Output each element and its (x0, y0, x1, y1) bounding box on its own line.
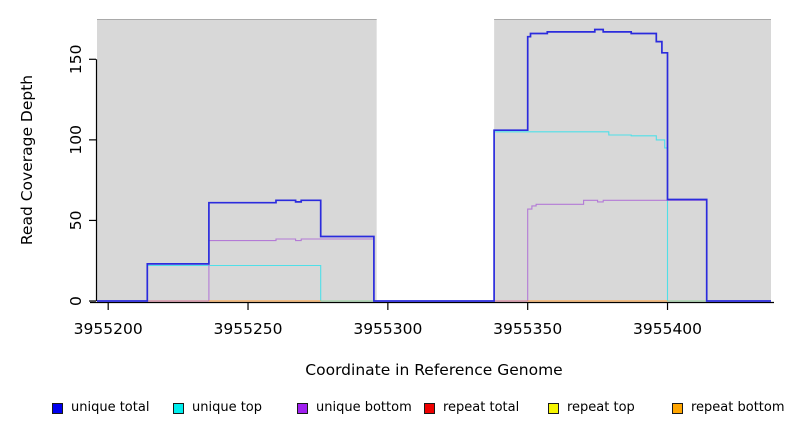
legend-label: repeat bottom (691, 400, 785, 415)
legend-item-unique-top: unique top (173, 400, 262, 416)
shaded-region-right-repeat-block (494, 19, 771, 301)
y-tick-label: 150 (67, 44, 85, 74)
legend-item-unique-bottom: unique bottom (297, 400, 412, 416)
legend-label: unique top (192, 400, 263, 415)
x-tick-label: 3955300 (353, 320, 422, 338)
x-tick-label: 3955350 (493, 320, 562, 338)
legend-item-repeat-bottom: repeat bottom (672, 400, 785, 416)
x-tick-label: 3955250 (214, 320, 283, 338)
legend-swatch-repeat-bottom (672, 402, 683, 414)
series-line-unique-bottom (208, 238, 375, 301)
legend-label: unique total (71, 400, 150, 415)
legend-swatch-repeat-total (424, 402, 435, 414)
x-tick-label: 3955400 (633, 320, 702, 338)
legend-item-repeat-top: repeat top (548, 400, 635, 416)
legend-item-unique-total: unique total (52, 400, 149, 416)
y-tick-label: 0 (67, 296, 85, 306)
series-line-unique-bottom (527, 199, 708, 301)
y-tick-label: 50 (67, 211, 85, 231)
x-tick-label: 3955200 (74, 320, 143, 338)
legend-label: repeat total (443, 400, 520, 415)
series-line-unique-total (97, 28, 771, 302)
legend-item-repeat-total: repeat total (424, 400, 519, 416)
legend: unique total unique top unique bottom repea… (0, 398, 792, 422)
legend-swatch-unique-total (52, 402, 63, 414)
series-line-unique-top (493, 131, 669, 301)
legend-label: unique bottom (316, 400, 412, 415)
legend-swatch-repeat-top (548, 402, 559, 414)
shaded-region-left-repeat-block (97, 19, 377, 301)
legend-swatch-unique-bottom (297, 402, 308, 414)
y-tick-label: 100 (67, 125, 85, 155)
y-axis-title: Read Coverage Depth (18, 74, 36, 246)
legend-swatch-unique-top (173, 402, 184, 414)
x-axis-title: Coordinate in Reference Genome (305, 361, 563, 379)
legend-label: repeat top (567, 400, 635, 415)
